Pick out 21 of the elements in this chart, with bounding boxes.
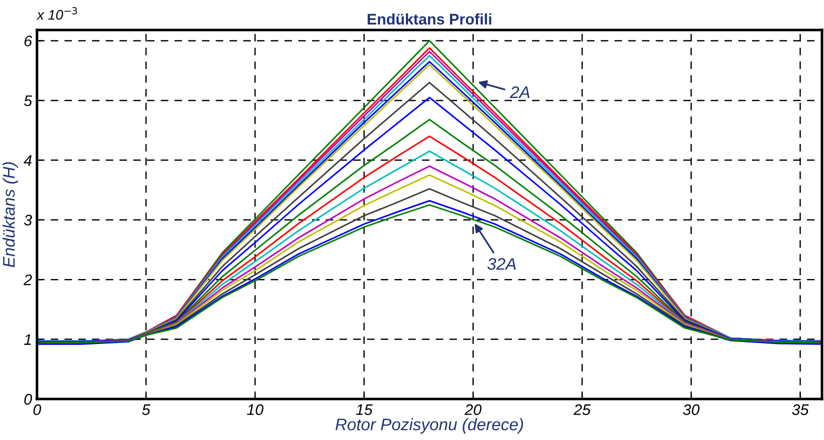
y-tick-label: 4 bbox=[24, 155, 32, 166]
x-tick-label: 10 bbox=[246, 404, 264, 416]
y-axis-title: Endüktans (H) bbox=[2, 162, 18, 268]
y-tick-label: 3 bbox=[24, 214, 32, 226]
x-tick-label: 20 bbox=[464, 404, 482, 416]
x-axis-title: Rotor Pozisyonu (derece) bbox=[336, 418, 523, 434]
annotation: 32A bbox=[487, 258, 516, 270]
y-tick-label: 1 bbox=[24, 334, 31, 345]
y-tick-label: 2 bbox=[24, 274, 32, 286]
x-tick-label: 5 bbox=[142, 404, 150, 416]
y-tick-label: 6 bbox=[24, 36, 32, 46]
x-tick-label: 35 bbox=[792, 404, 809, 416]
x-tick-label: 30 bbox=[683, 404, 700, 416]
x-tick-label: 25 bbox=[574, 404, 591, 416]
text: x 10$^{−3}$ bbox=[36, 7, 77, 20]
chart-title: Endüktans Profili bbox=[368, 13, 492, 25]
x-tick-label: 15 bbox=[356, 404, 373, 416]
x-tick-label: 0 bbox=[33, 404, 42, 416]
y-tick-label: 5 bbox=[24, 95, 32, 106]
y-tick-label: 0 bbox=[24, 394, 32, 405]
annotation: 2A bbox=[510, 86, 530, 98]
